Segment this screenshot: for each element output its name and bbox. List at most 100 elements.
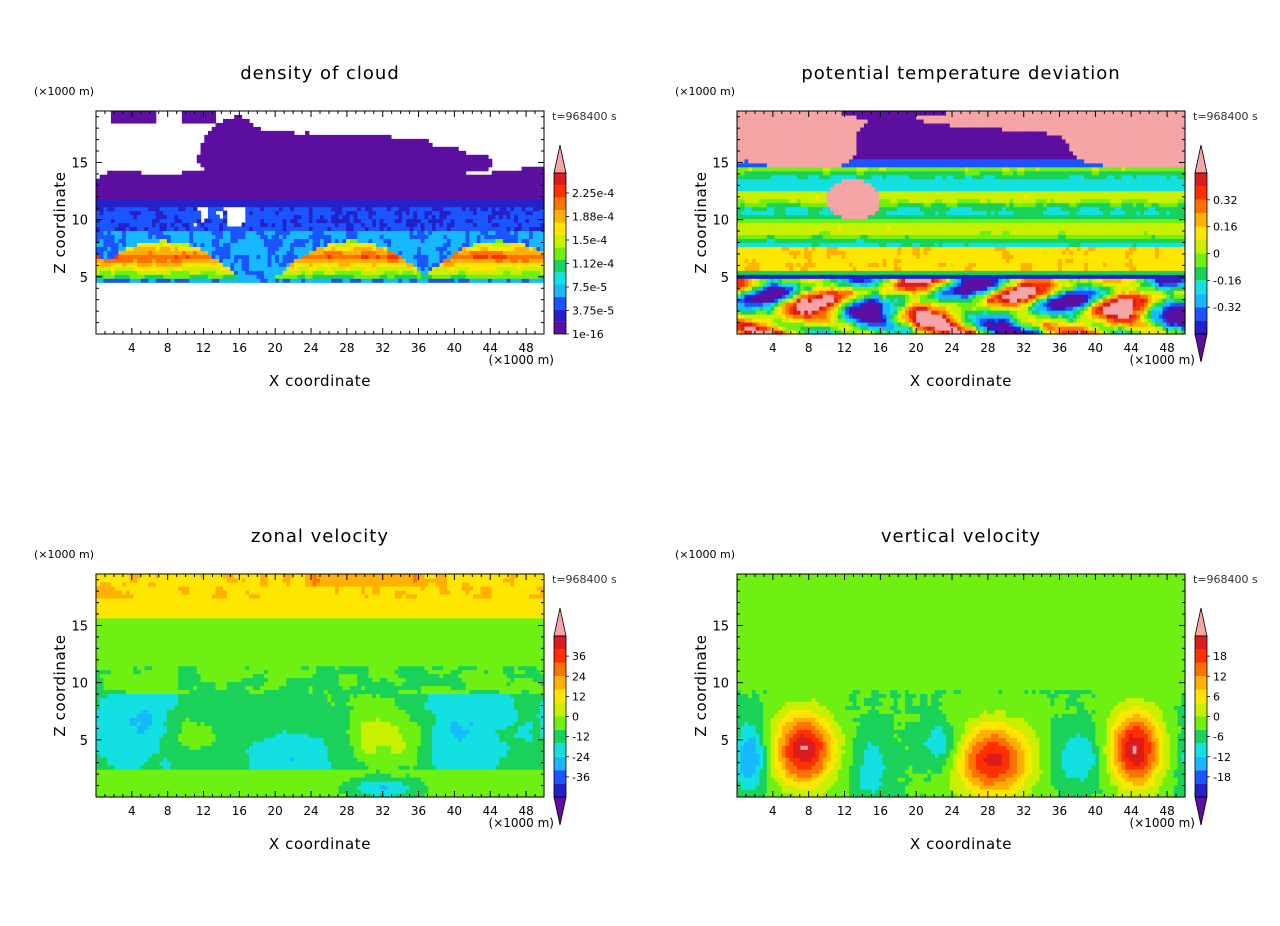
time-label: t=968400 s [552,110,617,123]
heatmap-cell [424,202,429,208]
heatmap-cell [751,194,757,200]
heatmap-cell [155,242,161,247]
heatmap-cell [774,226,779,232]
heatmap-cell [770,282,775,287]
heatmap-cell [774,306,779,311]
heatmap-cell [424,222,429,228]
heatmap-cell [125,266,131,271]
heatmap-cell [133,238,138,244]
heatmap-cell [148,246,153,251]
heatmap-cell [529,234,534,240]
heatmap-cell [278,238,284,244]
heatmap-cell [439,270,444,275]
heatmap-cell [290,274,295,279]
heatmap-cell [748,314,753,319]
heatmap-cell [499,202,504,208]
heatmap-cell [514,254,519,259]
heatmap-cell [413,198,418,204]
heatmap-cell [744,194,749,200]
heatmap-cell [110,214,116,220]
heatmap-cell [110,222,116,228]
heatmap-cell [144,114,149,120]
heatmap-cell [230,250,235,255]
heatmap-cell [376,166,381,172]
heatmap-cell [234,234,239,240]
heatmap-cell [237,202,243,208]
heatmap-cell [502,222,508,228]
heatmap-cell [781,266,787,271]
heatmap-cell [140,174,146,180]
heatmap-cell [148,258,153,263]
heatmap-cell [219,226,224,232]
heatmap-cell [256,270,261,275]
heatmap-cell [394,190,399,196]
heatmap-cell [99,238,105,244]
heatmap-cell [763,146,768,152]
heatmap-cell [353,170,358,176]
heatmap-cell [256,170,261,176]
heatmap-cell [200,270,205,275]
heatmap-cell [256,214,261,220]
heatmap-cell [346,202,351,208]
heatmap-cell [286,234,291,240]
heatmap-cell [237,118,243,124]
heatmap-cell [204,226,209,232]
heatmap-cell [751,230,757,236]
heatmap-cell [443,246,448,251]
heatmap-cell [267,270,273,275]
heatmap-cell [275,182,280,188]
heatmap-cell [256,206,261,212]
heatmap-cell [499,174,504,180]
heatmap-cell [290,250,295,255]
heatmap-cell [181,266,187,271]
heatmap-cell [353,146,358,152]
heatmap-cell [282,190,287,196]
heatmap-cell [424,198,429,204]
heatmap-cell [308,274,314,279]
heatmap-cell [301,154,306,160]
heatmap-cell [488,238,493,244]
heatmap-cell [766,126,772,132]
heatmap-cell [763,118,768,124]
heatmap-cell [446,266,452,271]
heatmap-cell [241,202,246,208]
heatmap-cell [517,266,523,271]
heatmap-cell [349,266,355,271]
heatmap-cell [398,218,403,224]
heatmap-cell [476,238,482,244]
heatmap-cell [245,242,250,247]
heatmap-cell [140,262,146,267]
heatmap-cell [118,246,123,251]
heatmap-cell [305,162,310,168]
heatmap-cell [387,198,392,204]
heatmap-cell [286,198,291,204]
heatmap-cell [461,162,467,168]
heatmap-cell [469,270,474,275]
heatmap-cell [390,206,396,212]
heatmap-cell [148,222,153,228]
heatmap-cell [785,326,790,331]
heatmap-cell [174,254,179,259]
heatmap-cell [148,254,153,259]
heatmap-cell [383,214,388,220]
heatmap-cell [346,206,351,212]
heatmap-cell [435,158,441,164]
heatmap-cell [465,158,470,164]
heatmap-cell [379,134,385,140]
heatmap-cell [166,222,172,228]
heatmap-cell [751,266,757,271]
heatmap-cell [495,274,500,279]
heatmap-cell [331,158,336,164]
heatmap-cell [219,270,224,275]
heatmap-cell [290,202,295,208]
heatmap-cell [271,186,276,192]
heatmap-cell [461,274,467,279]
heatmap-cell [208,158,213,164]
heatmap-cell [245,218,250,224]
heatmap-cell [278,182,284,188]
heatmap-cell [349,238,355,244]
heatmap-cell [361,194,366,200]
heatmap-cell [409,234,414,240]
heatmap-cell [316,274,321,279]
heatmap-cell [514,278,519,283]
